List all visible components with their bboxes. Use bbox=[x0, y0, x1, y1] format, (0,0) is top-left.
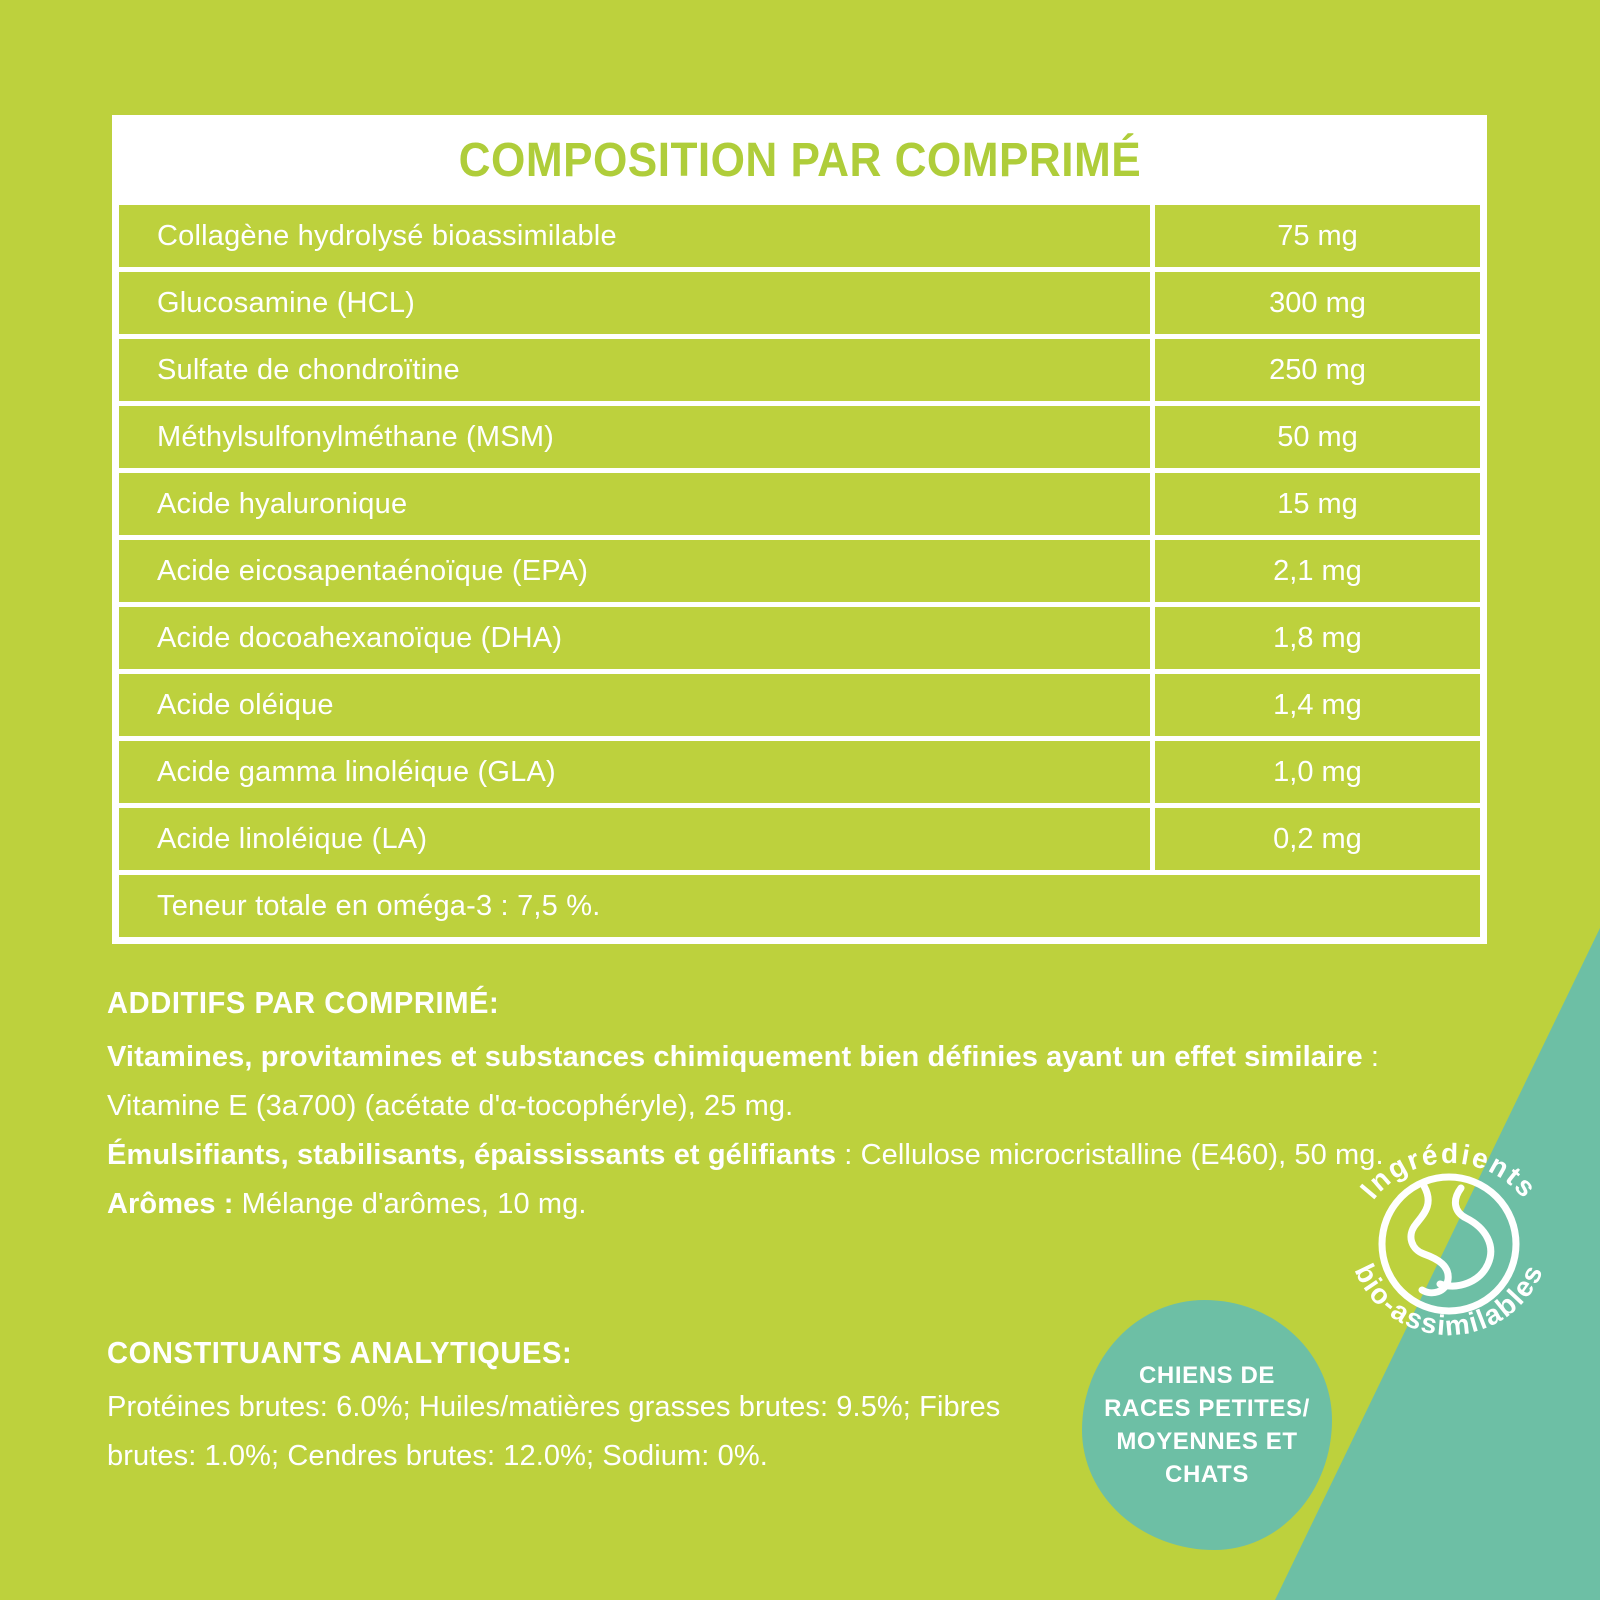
page-title: COMPOSITION PAR COMPRIMÉ bbox=[458, 133, 1141, 187]
ingredient-name: Méthylsulfonylméthane (MSM) bbox=[157, 420, 555, 453]
ingredient-amount: 75 mg bbox=[1277, 219, 1358, 252]
column-divider bbox=[1150, 205, 1155, 267]
column-divider bbox=[1150, 339, 1155, 401]
ingredient-name: Collagène hydrolysé bioassimilable bbox=[157, 219, 617, 252]
omega3-total: Teneur totale en oméga-3 : 7,5 %. bbox=[157, 889, 601, 922]
ingredient-name: Acide gamma linoléique (GLA) bbox=[157, 755, 556, 788]
table-row: Acide oléique 1,4 mg bbox=[119, 674, 1480, 741]
species-badge: CHIENS DE RACES PETITES/ MOYENNES ET CHA… bbox=[1082, 1300, 1332, 1550]
table-row: Acide linoléique (LA) 0,2 mg bbox=[119, 808, 1480, 875]
stamp-top-arc-text: Ingrédients bbox=[1354, 1138, 1544, 1205]
ingredient-amount: 1,4 mg bbox=[1273, 688, 1362, 721]
ingredient-name: Acide hyaluronique bbox=[157, 487, 408, 520]
ingredient-amount: 0,2 mg bbox=[1273, 822, 1362, 855]
ingredient-amount: 300 mg bbox=[1269, 286, 1366, 319]
table-row: Acide hyaluronique 15 mg bbox=[119, 473, 1480, 540]
additives-vitamins-label: Vitamines, provitamines et substances ch… bbox=[107, 1041, 1363, 1073]
ingredient-amount: 2,1 mg bbox=[1273, 554, 1362, 587]
column-divider bbox=[1150, 808, 1155, 870]
ingredient-amount: 50 mg bbox=[1277, 420, 1358, 453]
additives-heading: ADDITIFS PAR COMPRIMÉ: bbox=[107, 985, 500, 1020]
analytical-values: Protéines brutes: 6.0%; Huiles/matières … bbox=[107, 1391, 1001, 1472]
additives-aromas-label: Arômes : bbox=[107, 1188, 234, 1220]
ingredient-name: Acide oléique bbox=[157, 688, 334, 721]
table-row: Acide eicosapentaénoïque (EPA) 2,1 mg bbox=[119, 540, 1480, 607]
additives-line-aromas: Arômes : Mélange d'arômes, 10 mg. bbox=[107, 1180, 1397, 1229]
table-row: Méthylsulfonylméthane (MSM) 50 mg bbox=[119, 406, 1480, 473]
table-row: Collagène hydrolysé bioassimilable 75 mg bbox=[119, 205, 1480, 272]
additives-line-vitamins: Vitamines, provitamines et substances ch… bbox=[107, 1033, 1397, 1131]
bio-assimilable-stamp: Ingrédients bio-assimilables bbox=[1349, 1138, 1548, 1342]
table-row: Acide docoahexanoïque (DHA) 1,8 mg bbox=[119, 607, 1480, 674]
ingredient-name: Acide eicosapentaénoïque (EPA) bbox=[157, 554, 589, 587]
additives-line-emulsifiers: Émulsifiants, stabilisants, épaississant… bbox=[107, 1131, 1397, 1180]
stomach-icon bbox=[1378, 1173, 1520, 1315]
additives-emulsifiers-value: : Cellulose microcristalline (E460), 50 … bbox=[836, 1139, 1384, 1171]
table-header: COMPOSITION PAR COMPRIMÉ bbox=[112, 115, 1487, 205]
table-row: Acide gamma linoléique (GLA) 1,0 mg bbox=[119, 741, 1480, 808]
ingredient-name: Acide linoléique (LA) bbox=[157, 822, 428, 855]
species-badge-text: CHIENS DE RACES PETITES/ MOYENNES ET CHA… bbox=[1082, 1300, 1332, 1550]
ingredient-amount: 1,8 mg bbox=[1273, 621, 1362, 654]
column-divider bbox=[1150, 674, 1155, 736]
ingredient-amount: 250 mg bbox=[1269, 353, 1366, 386]
ingredient-amount: 1,0 mg bbox=[1273, 755, 1362, 788]
column-divider bbox=[1150, 473, 1155, 535]
column-divider bbox=[1150, 607, 1155, 669]
column-divider bbox=[1150, 272, 1155, 334]
ingredient-name: Glucosamine (HCL) bbox=[157, 286, 416, 319]
analytical-constituents-section: CONSTITUANTS ANALYTIQUES: Protéines brut… bbox=[107, 1335, 1397, 1481]
table-row: Sulfate de chondroïtine 250 mg bbox=[119, 339, 1480, 406]
column-divider bbox=[1150, 540, 1155, 602]
ingredient-name: Sulfate de chondroïtine bbox=[157, 353, 460, 386]
additives-vitamins-value: : Vitamine E (3a700) (acétate d'α-tocoph… bbox=[107, 1041, 1380, 1122]
additives-section: ADDITIFS PAR COMPRIMÉ: Vitamines, provit… bbox=[107, 985, 1397, 1229]
table-row-total: Teneur totale en oméga-3 : 7,5 %. bbox=[119, 875, 1480, 937]
analytical-heading: CONSTITUANTS ANALYTIQUES: bbox=[107, 1335, 573, 1370]
additives-emulsifiers-label: Émulsifiants, stabilisants, épaississant… bbox=[107, 1139, 837, 1171]
table-row: Glucosamine (HCL) 300 mg bbox=[119, 272, 1480, 339]
additives-aromas-value: Mélange d'arômes, 10 mg. bbox=[233, 1188, 587, 1220]
column-divider bbox=[1150, 406, 1155, 468]
species-badge-line-3: MOYENNES ET bbox=[1116, 1428, 1298, 1455]
table-body: Collagène hydrolysé bioassimilable 75 mg… bbox=[112, 205, 1487, 944]
species-badge-line-4: CHATS bbox=[1165, 1461, 1249, 1488]
badge-blob-shape bbox=[1082, 1300, 1332, 1550]
ingredient-amount: 15 mg bbox=[1277, 487, 1358, 520]
composition-table: COMPOSITION PAR COMPRIMÉ Collagène hydro… bbox=[112, 115, 1487, 944]
ingredient-name: Acide docoahexanoïque (DHA) bbox=[157, 621, 563, 654]
species-badge-line-2: RACES PETITES/ bbox=[1104, 1395, 1310, 1422]
column-divider bbox=[1150, 741, 1155, 803]
species-badge-line-1: CHIENS DE bbox=[1138, 1362, 1276, 1389]
